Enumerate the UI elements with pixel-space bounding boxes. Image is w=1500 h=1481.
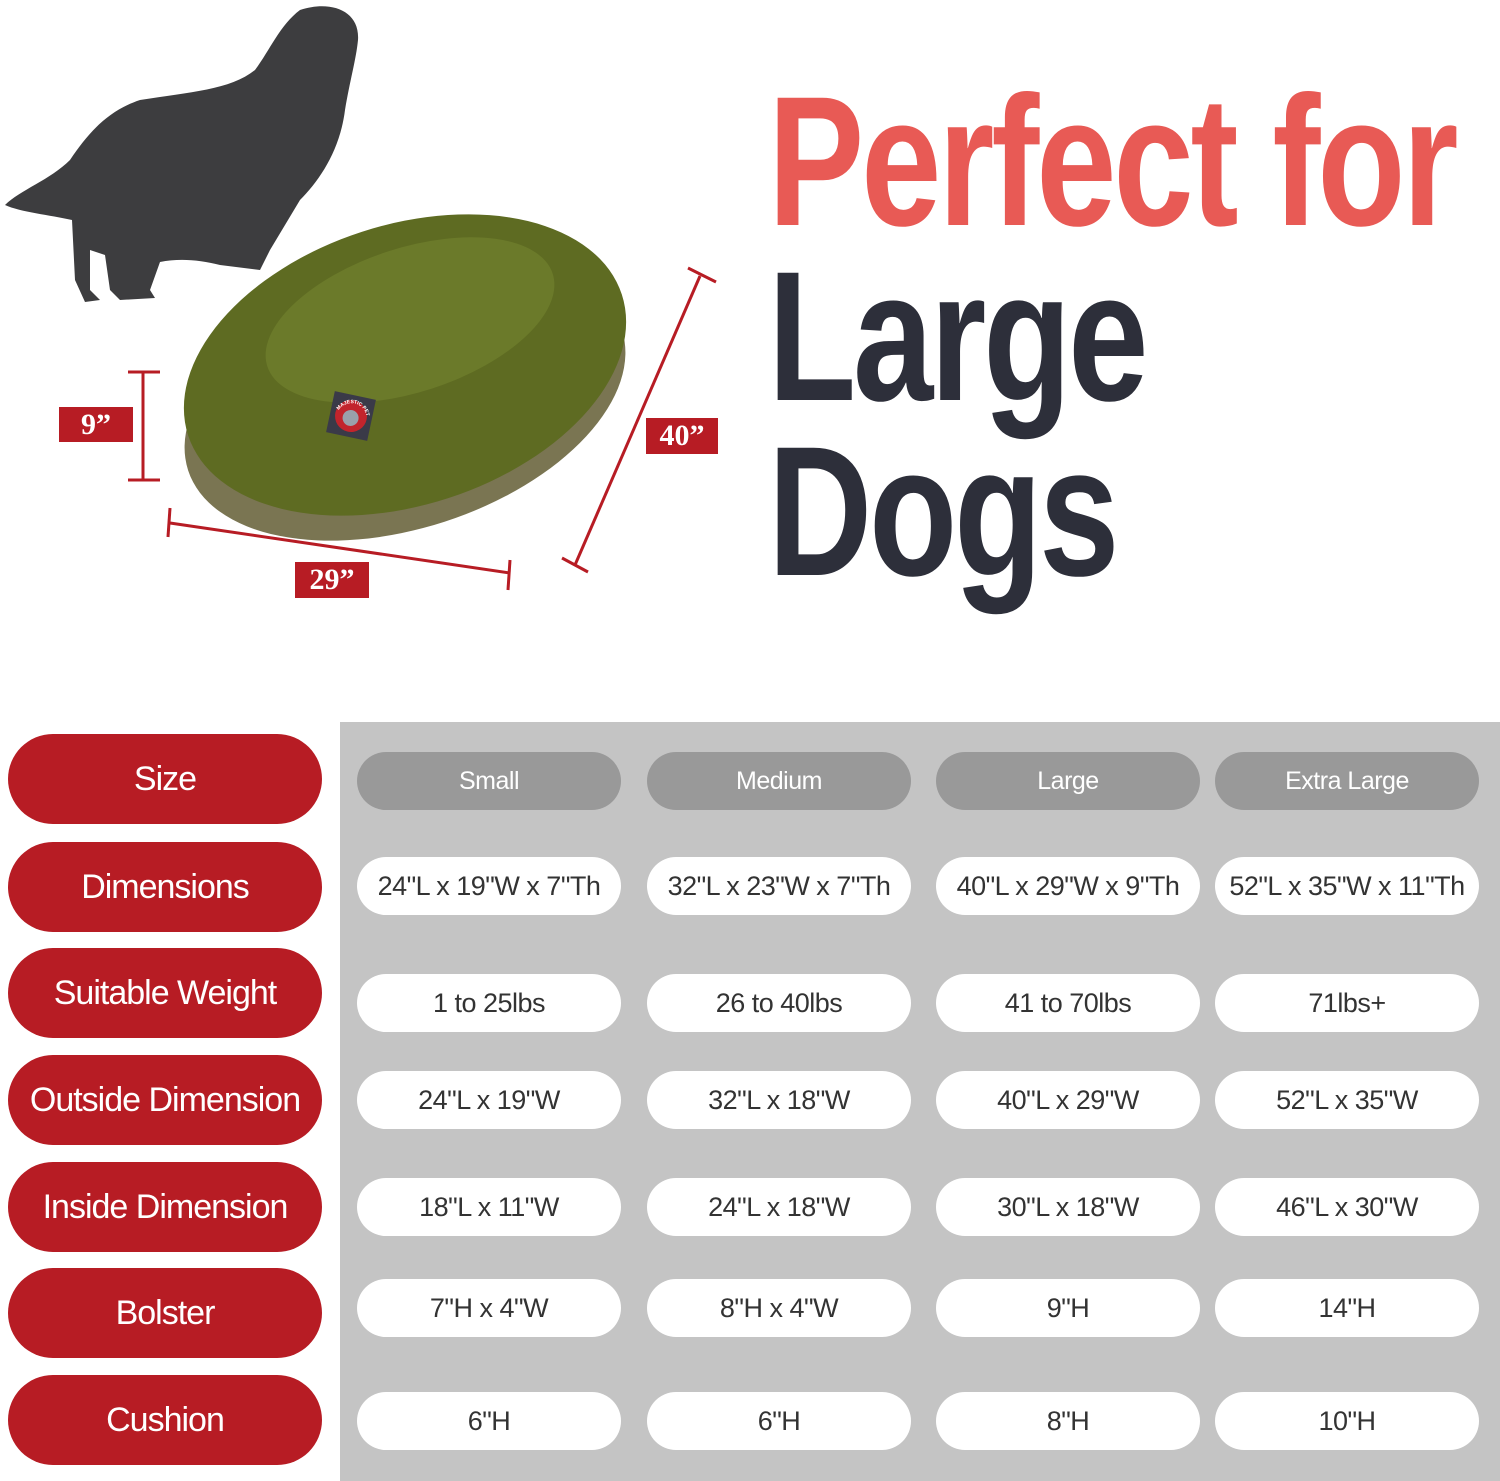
column-header: Extra Large: [1215, 752, 1479, 810]
row-label: Suitable Weight: [8, 948, 322, 1038]
table-cell: 8"H: [936, 1392, 1200, 1450]
table-cell: 32"L x 23"W x 7"Th: [647, 857, 911, 915]
table-cell: 30"L x 18"W: [936, 1178, 1200, 1236]
table-cell: 41 to 70lbs: [936, 974, 1200, 1032]
table-cell: 14"H: [1215, 1279, 1479, 1337]
table-cell: 26 to 40lbs: [647, 974, 911, 1032]
table-cell: 52"L x 35"W x 11"Th: [1215, 857, 1479, 915]
row-label: Size: [8, 734, 322, 824]
length-dimension-tag: 40”: [646, 418, 718, 454]
row-label: Cushion: [8, 1375, 322, 1465]
table-cell: 7"H x 4"W: [357, 1279, 621, 1337]
row-label: Inside Dimension: [8, 1162, 322, 1252]
row-label: Outside Dimension: [8, 1055, 322, 1145]
headline-line-3: Dogs: [768, 409, 1119, 615]
table-cell: 10"H: [1215, 1392, 1479, 1450]
brand-badge: MAJESTIC PET: [326, 391, 376, 441]
table-cell: 24"L x 19"W x 7"Th: [357, 857, 621, 915]
table-cell: 32"L x 18"W: [647, 1071, 911, 1129]
column-header: Large: [936, 752, 1200, 810]
table-cell: 24"L x 19"W: [357, 1071, 621, 1129]
dimension-lines: [128, 266, 717, 591]
table-cell: 40"L x 29"W x 9"Th: [936, 857, 1200, 915]
table-cell: 18"L x 11"W: [357, 1178, 621, 1236]
dog-silhouette: [5, 6, 359, 302]
row-label: Dimensions: [8, 842, 322, 932]
headline-line-2: Large: [768, 234, 1148, 440]
table-cell: 8"H x 4"W: [647, 1279, 911, 1337]
width-dimension-tag: 29”: [295, 562, 369, 598]
table-cell: 1 to 25lbs: [357, 974, 621, 1032]
table-cell: 9"H: [936, 1279, 1200, 1337]
table-cell: 6"H: [357, 1392, 621, 1450]
table-cell: 71lbs+: [1215, 974, 1479, 1032]
table-cell: 6"H: [647, 1392, 911, 1450]
table-cell: 52"L x 35"W: [1215, 1071, 1479, 1129]
height-dimension-tag: 9”: [59, 407, 133, 442]
table-cell: 40"L x 29"W: [936, 1071, 1200, 1129]
table-cell: 46"L x 30"W: [1215, 1178, 1479, 1236]
column-header: Small: [357, 752, 621, 810]
row-label: Bolster: [8, 1268, 322, 1358]
product-illustration: MAJESTIC PET: [5, 6, 717, 591]
paw-icon: [342, 409, 359, 426]
bed-cushion: [265, 237, 555, 403]
table-cell: 24"L x 18"W: [647, 1178, 911, 1236]
column-header: Medium: [647, 752, 911, 810]
headline-line-1: Perfect for: [768, 59, 1459, 265]
